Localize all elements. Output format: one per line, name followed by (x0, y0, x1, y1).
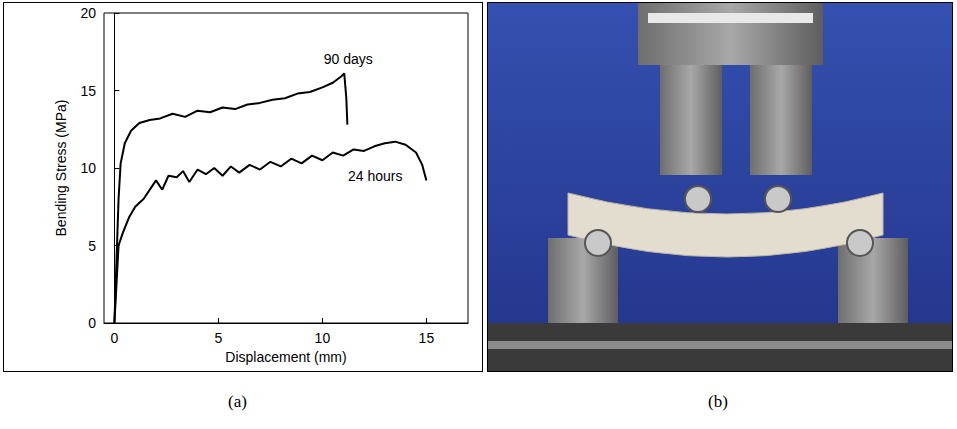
svg-text:20: 20 (80, 5, 96, 21)
svg-text:0: 0 (88, 315, 96, 331)
svg-text:5: 5 (215, 330, 223, 346)
svg-text:24 hours: 24 hours (348, 168, 402, 184)
svg-text:5: 5 (88, 238, 96, 254)
svg-text:0: 0 (111, 330, 119, 346)
svg-text:10: 10 (80, 160, 96, 176)
svg-text:Bending Stress (MPa): Bending Stress (MPa) (53, 100, 69, 237)
svg-text:Displacement (mm): Displacement (mm) (225, 349, 346, 365)
svg-text:15: 15 (419, 330, 435, 346)
svg-text:90 days: 90 days (324, 51, 373, 67)
svg-text:15: 15 (80, 83, 96, 99)
svg-text:10: 10 (315, 330, 331, 346)
html-text:(a): (a) (228, 392, 247, 411)
html-text:(b): (b) (708, 392, 728, 411)
